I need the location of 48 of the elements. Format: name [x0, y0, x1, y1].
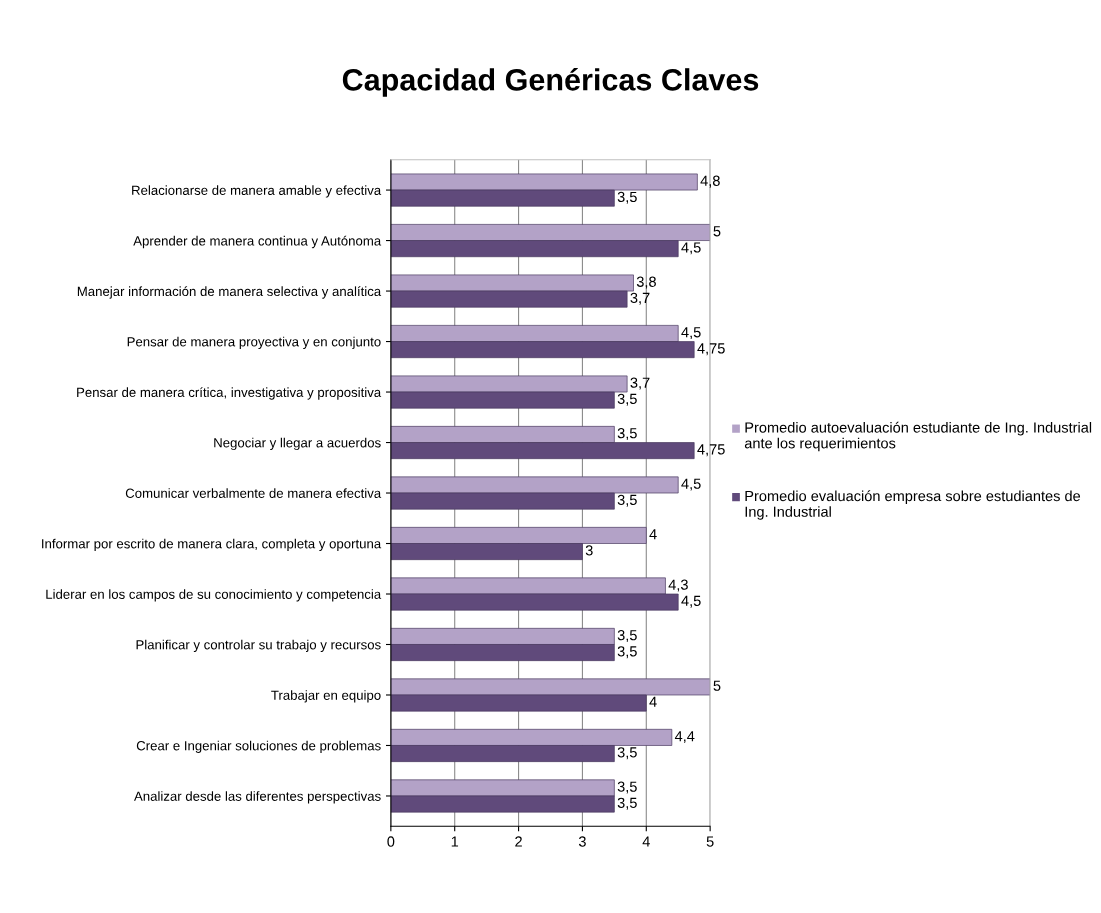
data-label: 3,5: [617, 797, 637, 810]
data-label: 3,5: [617, 630, 637, 643]
data-label: 4,5: [681, 242, 701, 255]
x-tick-label: 3: [578, 836, 586, 847]
y-tick-label: Informar por escrito de manera clara, completa y oportuna: [42, 538, 382, 552]
data-label: 3,5: [617, 191, 637, 204]
data-label: 3,7: [630, 292, 650, 305]
data-label: 3,7: [630, 377, 650, 390]
x-tick-label: 4: [642, 836, 650, 847]
data-label: 4: [649, 696, 657, 707]
data-label: 3,5: [617, 428, 637, 441]
data-label: 3,5: [617, 494, 637, 507]
y-tick-label: Pensar de manera crítica, investigativa y propositiva: [77, 387, 382, 400]
chart-title: Capacidad Genéricas Claves: [342, 67, 759, 97]
data-label: 4,8: [700, 175, 720, 188]
data-label: 3,5: [617, 747, 637, 760]
x-tick-label: 2: [515, 836, 522, 847]
y-tick-label: Manejar información de manera selectiva y analítica: [77, 286, 382, 299]
y-tick-label: Negociar y llegar a acuerdos: [214, 437, 381, 451]
data-label: 4,75: [697, 343, 725, 356]
data-label: 4,75: [697, 444, 725, 457]
data-label: 4,3: [668, 579, 688, 592]
data-label: 3,5: [617, 781, 637, 794]
data-label: 4,5: [681, 595, 701, 608]
data-label: 3,5: [617, 646, 637, 659]
x-tick-label: 0: [387, 836, 395, 847]
y-tick-label: Comunicar verbalmente de manera efectiva: [125, 488, 382, 498]
y-tick-label: Planificar y controlar su trabajo y recursos: [136, 639, 381, 653]
data-label: 4,4: [674, 731, 695, 744]
y-tick-label: Pensar de manera proyectiva y en conjunto: [127, 336, 381, 350]
y-tick-label: Liderar en los campos de su conocimiento y competencia: [46, 589, 382, 602]
x-tick-label: 5: [706, 836, 714, 847]
y-tick-label: Analizar desde las diferentes perspectivas: [134, 791, 381, 804]
data-label: 4,5: [681, 478, 701, 491]
legend-label: Promedio evaluación empresa sobre estudiantes de Ing. Industrial: [745, 490, 1081, 520]
data-label: 3,8: [636, 276, 656, 289]
y-tick-label: Aprender de manera continua y Autónoma: [133, 235, 382, 249]
data-label: 5: [713, 680, 721, 691]
data-label: 5: [713, 226, 721, 237]
legend-label: Promedio autoevaluación estudiante de Ing. Industrial ante los requerimientos: [744, 421, 1092, 452]
x-tick-label: 1: [451, 836, 459, 847]
y-tick-label: Trabajar en equipo: [271, 690, 381, 703]
y-tick-label: Crear e Ingeniar soluciones de problemas: [136, 740, 381, 753]
data-label: 4,5: [681, 327, 701, 340]
data-label: 3: [585, 545, 593, 556]
data-label: 3,5: [617, 393, 637, 406]
y-tick-label: Relacionarse de manera amable y efectiva: [132, 185, 382, 198]
data-label: 4: [649, 529, 657, 540]
